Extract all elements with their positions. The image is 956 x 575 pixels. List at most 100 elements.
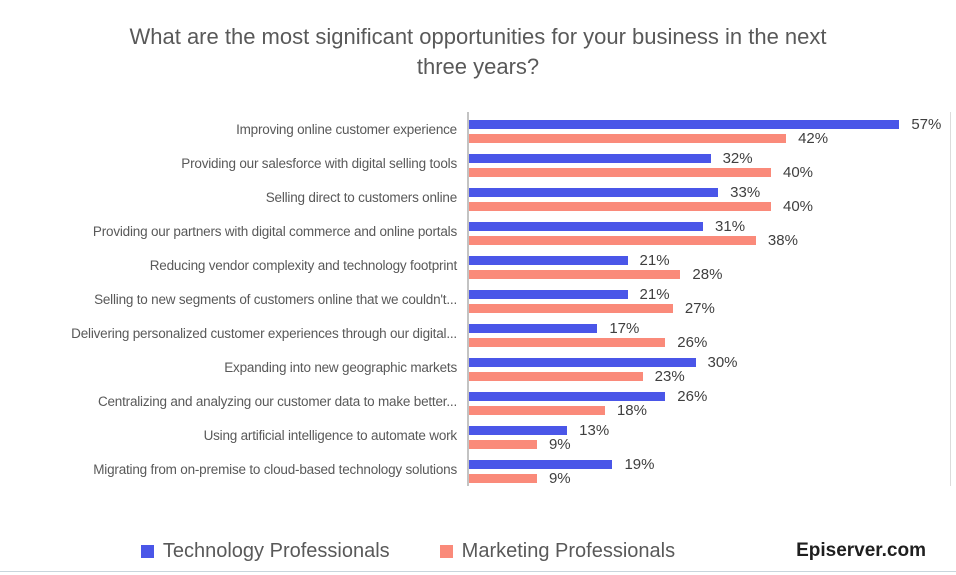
- bar-group: 32% 40%: [467, 146, 956, 180]
- value-label-marketing: 40%: [783, 198, 814, 215]
- value-label-technology: 33%: [730, 184, 761, 201]
- bar-line-technology: 32%: [469, 150, 956, 167]
- chart-row: Reducing vendor complexity and technolog…: [0, 248, 956, 282]
- bar-marketing: [469, 440, 537, 449]
- bar-line-marketing: 27%: [469, 300, 956, 317]
- chart-row: Delivering personalized customer experie…: [0, 316, 956, 350]
- bar-marketing: [469, 474, 537, 483]
- bar-technology: [469, 154, 711, 163]
- legend-swatch-marketing-icon: [439, 545, 453, 558]
- bar-group: 57% 42%: [467, 112, 956, 146]
- chart-row: Selling to new segments of customers onl…: [0, 282, 956, 316]
- bar-group: 17% 26%: [467, 316, 956, 350]
- bar-technology: [469, 188, 719, 197]
- legend-items: Technology Professionals Marketing Profe…: [0, 540, 816, 563]
- bar-group: 21% 27%: [467, 282, 956, 316]
- legend-label-technology: Technology Professionals: [162, 540, 390, 562]
- value-label-technology: 21%: [639, 286, 670, 303]
- bar-technology: [469, 222, 704, 231]
- bar-marketing: [469, 168, 771, 177]
- bar-line-technology: 57%: [469, 116, 956, 133]
- chart-row: Using artificial intelligence to automat…: [0, 418, 956, 452]
- bar-technology: [469, 290, 628, 299]
- bar-line-technology: 17%: [469, 320, 956, 337]
- value-label-marketing: 40%: [783, 164, 814, 181]
- chart-row: Centralizing and analyzing our customer …: [0, 384, 956, 418]
- value-label-technology: 31%: [715, 218, 746, 235]
- value-label-marketing: 9%: [548, 470, 571, 487]
- plot-right-border: [950, 112, 951, 486]
- category-label: Selling direct to customers online: [265, 189, 457, 205]
- value-label-technology: 13%: [579, 422, 610, 439]
- bar-marketing: [469, 338, 666, 347]
- bar-chart: Improving online customer experience 57% 4…: [0, 112, 956, 486]
- bar-line-marketing: 38%: [469, 232, 956, 249]
- bar-technology: [469, 358, 696, 367]
- bar-line-marketing: 18%: [469, 402, 956, 419]
- bar-group: 13% 9%: [467, 418, 956, 452]
- bar-group: 33% 40%: [467, 180, 956, 214]
- bar-marketing: [469, 372, 643, 381]
- legend-swatch-technology-icon: [140, 545, 154, 558]
- value-label-technology: 30%: [707, 354, 738, 371]
- bar-marketing: [469, 406, 605, 415]
- legend-item-technology: Technology Professionals: [140, 540, 390, 563]
- bar-group: 30% 23%: [467, 350, 956, 384]
- bar-technology: [469, 324, 598, 333]
- source-label: Episerver.com: [796, 540, 926, 561]
- bar-line-technology: 31%: [469, 218, 956, 235]
- value-label-technology: 26%: [677, 388, 708, 405]
- value-label-technology: 19%: [624, 456, 655, 473]
- bar-line-marketing: 40%: [469, 164, 956, 181]
- category-label: Reducing vendor complexity and technolog…: [149, 257, 457, 273]
- bar-technology: [469, 120, 900, 129]
- bar-group: 26% 18%: [467, 384, 956, 418]
- value-label-marketing: 18%: [616, 402, 647, 419]
- bar-line-marketing: 28%: [469, 266, 956, 283]
- bar-group: 21% 28%: [467, 248, 956, 282]
- bar-marketing: [469, 270, 681, 279]
- bar-group: 31% 38%: [467, 214, 956, 248]
- category-label: Providing our partners with digital comm…: [92, 223, 457, 239]
- value-label-marketing: 38%: [767, 232, 798, 249]
- bottom-divider: [0, 571, 956, 572]
- value-label-marketing: 42%: [798, 130, 829, 147]
- bar-marketing: [469, 134, 787, 143]
- category-label: Delivering personalized customer experie…: [71, 325, 457, 341]
- chart-title-text: What are the most significant opportunit…: [129, 24, 827, 79]
- bar-line-marketing: 23%: [469, 368, 956, 385]
- chart-row: Migrating from on-premise to cloud-based…: [0, 452, 956, 486]
- bar-marketing: [469, 202, 771, 211]
- value-label-technology: 32%: [722, 150, 753, 167]
- chart-row: Selling direct to customers online 33% 40%: [0, 180, 956, 214]
- category-label: Migrating from on-premise to cloud-based…: [93, 461, 457, 477]
- bar-line-technology: 19%: [469, 456, 956, 473]
- value-label-marketing: 27%: [684, 300, 715, 317]
- bar-marketing: [469, 304, 673, 313]
- value-label-marketing: 28%: [692, 266, 723, 283]
- chart-row: Providing our partners with digital comm…: [0, 214, 956, 248]
- bar-line-marketing: 9%: [469, 470, 956, 487]
- value-label-technology: 21%: [639, 252, 670, 269]
- bar-group: 19% 9%: [467, 452, 956, 486]
- bar-technology: [469, 426, 568, 435]
- chart-row: Improving online customer experience 57% 4…: [0, 112, 956, 146]
- bar-line-technology: 21%: [469, 286, 956, 303]
- legend-label-marketing: Marketing Professionals: [461, 540, 676, 562]
- chart-row: Providing our salesforce with digital se…: [0, 146, 956, 180]
- bar-line-marketing: 40%: [469, 198, 956, 215]
- bar-line-technology: 30%: [469, 354, 956, 371]
- chart-title: What are the most significant opportunit…: [0, 22, 956, 81]
- category-label: Centralizing and analyzing our customer …: [97, 393, 457, 409]
- value-label-marketing: 23%: [654, 368, 685, 385]
- value-label-technology: 57%: [911, 116, 942, 133]
- category-label: Expanding into new geographic markets: [224, 359, 457, 375]
- legend: Technology Professionals Marketing Profe…: [0, 540, 956, 564]
- bar-line-technology: 21%: [469, 252, 956, 269]
- bar-technology: [469, 392, 666, 401]
- bar-line-technology: 26%: [469, 388, 956, 405]
- bar-line-technology: 13%: [469, 422, 956, 439]
- value-label-technology: 17%: [609, 320, 640, 337]
- bar-technology: [469, 256, 628, 265]
- bar-line-marketing: 26%: [469, 335, 956, 350]
